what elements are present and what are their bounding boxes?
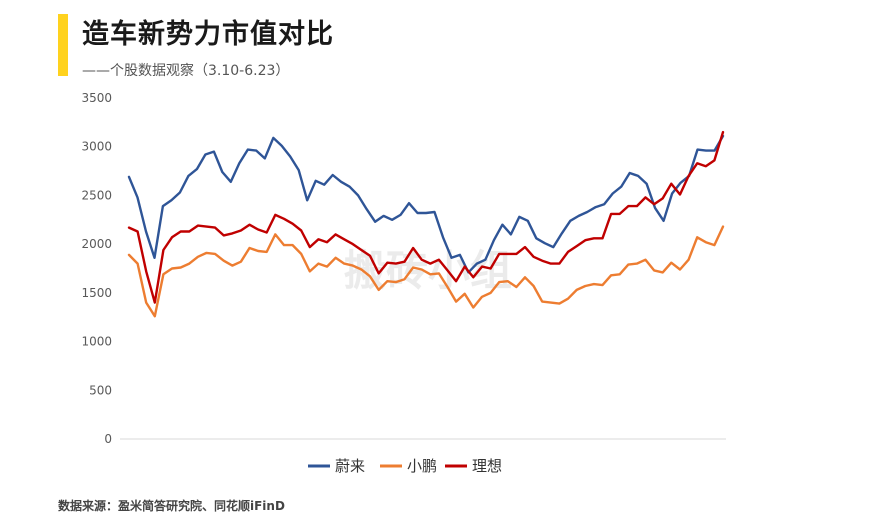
y-tick-label: 2000: [81, 237, 112, 251]
series-lines: [127, 130, 725, 318]
data-source-note: 数据来源：盈米简答研究院、同花顺iFinD: [58, 499, 285, 513]
chart-subtitle: ——个股数据观察（3.10-6.23）: [82, 63, 290, 79]
y-tick-label: 0: [104, 432, 112, 446]
legend: 蔚来 小鹏 理想: [308, 457, 502, 475]
y-tick-label: 3000: [81, 140, 112, 154]
y-axis: 0 500 1000 1500 2000 2500 3000 3500: [81, 91, 112, 446]
y-tick-label: 3500: [81, 91, 112, 105]
watermark: 搬砖小组: [344, 246, 512, 295]
legend-label: 理想: [472, 457, 502, 475]
series-line-蔚来: [127, 134, 725, 274]
y-tick-label: 1000: [81, 335, 112, 349]
y-tick-label: 2500: [81, 188, 112, 202]
legend-label: 小鹏: [407, 457, 437, 475]
y-tick-label: 1500: [81, 286, 112, 300]
y-tick-label: 500: [89, 383, 112, 397]
series-line-小鹏: [127, 225, 725, 318]
title-accent-bar: [58, 14, 68, 76]
series-line-理想: [127, 130, 725, 304]
legend-label: 蔚来: [335, 457, 365, 475]
chart-title: 造车新势力市值对比: [82, 19, 334, 50]
